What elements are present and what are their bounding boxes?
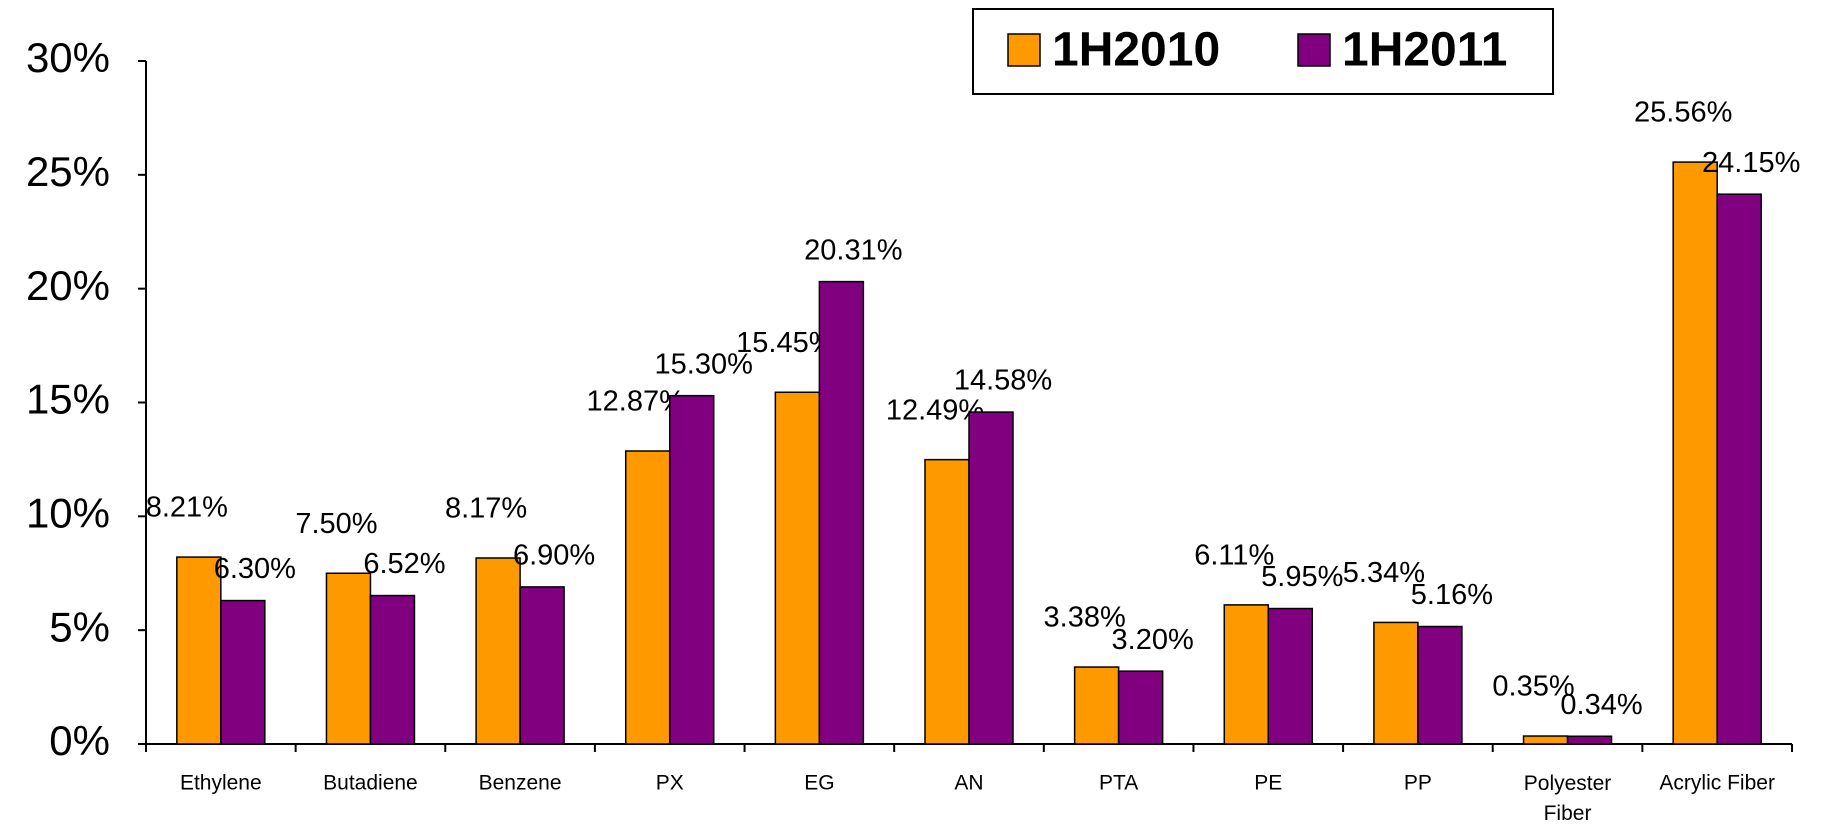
value-label: 12.49% <box>886 394 984 426</box>
x-tick-label: PTA <box>1099 772 1138 795</box>
legend-swatch <box>1007 33 1041 67</box>
value-label: 0.34% <box>1560 689 1642 721</box>
y-tick-label: 25% <box>26 148 110 195</box>
y-tick-label: 0% <box>49 717 110 764</box>
x-tick-label: Ethylene <box>180 772 262 795</box>
bar <box>668 394 715 745</box>
x-tick-label: PP <box>1404 772 1432 795</box>
bar <box>774 391 821 745</box>
value-label: 0.35% <box>1492 671 1574 703</box>
value-label: 6.90% <box>513 540 595 572</box>
bar <box>1417 625 1463 745</box>
y-tick-label: 10% <box>26 489 110 536</box>
value-label: 3.38% <box>1044 602 1126 634</box>
x-tick-label: PX <box>656 772 684 795</box>
value-label: 5.34% <box>1343 557 1425 589</box>
bar <box>624 450 671 745</box>
legend-swatch <box>1297 33 1331 67</box>
bar <box>1373 621 1419 745</box>
value-label: 5.95% <box>1261 561 1343 593</box>
value-label: 6.30% <box>214 553 296 585</box>
y-tick-label: 15% <box>26 376 110 423</box>
bar <box>1073 666 1120 745</box>
x-tick-label: Polyester Fiber <box>1524 772 1612 825</box>
value-label: 12.87% <box>587 386 685 418</box>
bar <box>1522 735 1569 745</box>
bar <box>968 411 1014 745</box>
value-label: 24.15% <box>1702 147 1800 179</box>
bar <box>1566 735 1613 745</box>
value-label: 5.16% <box>1411 579 1493 611</box>
y-tick-label: 30% <box>26 34 110 81</box>
value-label: 20.31% <box>804 234 902 266</box>
value-label: 14.58% <box>954 365 1052 397</box>
bar <box>1716 193 1762 745</box>
value-label: 25.56% <box>1634 97 1732 129</box>
value-label: 6.11% <box>1194 540 1274 572</box>
value-label: 8.21% <box>146 492 228 524</box>
legend-label: 1H2011 <box>1342 24 1508 77</box>
x-tick-label: Acrylic Fiber <box>1659 772 1775 795</box>
bar <box>220 599 266 745</box>
bar <box>519 586 565 745</box>
value-label: 15.45% <box>736 327 834 359</box>
bar <box>818 280 865 745</box>
bar <box>325 572 372 745</box>
value-label: 7.50% <box>295 508 377 540</box>
value-label: 8.17% <box>445 493 527 525</box>
x-tick-label: EG <box>804 772 834 795</box>
x-tick-label-line: Fiber <box>1544 802 1592 825</box>
x-tick-label: Butadiene <box>323 772 418 795</box>
y-tick-label: 20% <box>26 262 110 309</box>
bar <box>1267 607 1314 745</box>
bar <box>1223 604 1270 745</box>
legend-box <box>972 8 1554 95</box>
x-tick-label: PE <box>1254 772 1282 795</box>
y-tick-label: 5% <box>49 603 110 650</box>
bar <box>1117 670 1164 745</box>
x-tick-label: Benzene <box>479 772 562 795</box>
bar <box>924 458 970 745</box>
x-tick-label: AN <box>954 772 983 795</box>
value-label: 3.20% <box>1112 624 1194 656</box>
bar <box>475 557 521 745</box>
x-tick-label-line: Polyester <box>1524 772 1612 795</box>
bar <box>369 594 416 745</box>
value-label: 6.52% <box>363 548 445 580</box>
value-label: 15.30% <box>655 348 753 380</box>
legend-label: 1H2010 <box>1052 24 1220 77</box>
bar <box>1672 161 1718 745</box>
